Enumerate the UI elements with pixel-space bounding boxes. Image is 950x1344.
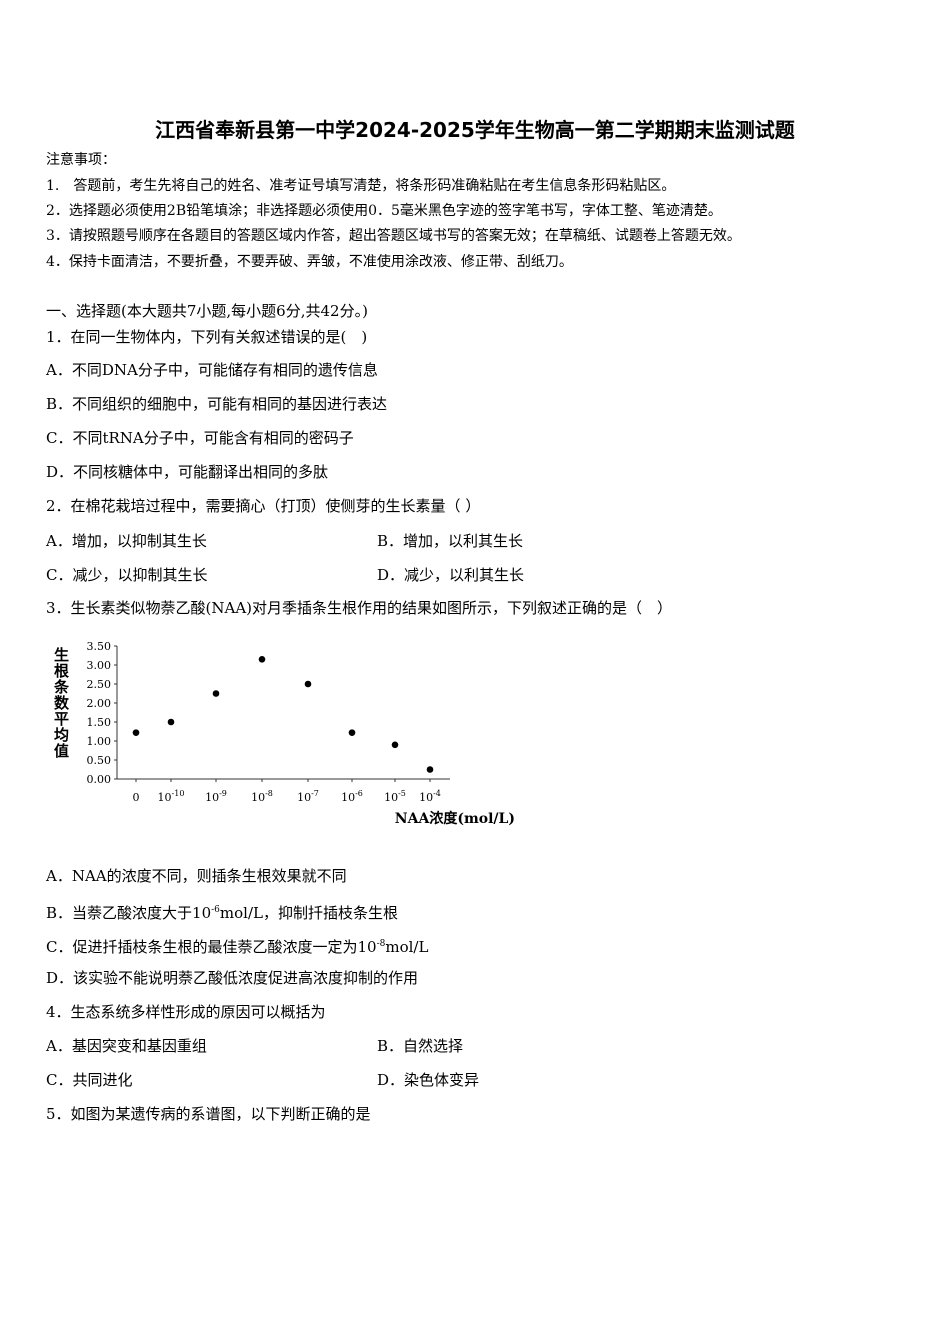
q2-option-d: D．减少，以利其生长 (377, 566, 525, 584)
q4-option-b: B．自然选择 (377, 1037, 464, 1055)
text: mol/L，抑制扦插枝条生根 (219, 904, 398, 922)
y-tick-label: 2.50 (87, 678, 112, 691)
q3-option-d: D．该实验不能说明萘乙酸低浓度促进高浓度抑制的作用 (46, 969, 419, 987)
data-point (304, 680, 312, 688)
question-5-stem: 5．如图为某遗传病的系谱图，以下判断正确的是 (46, 1105, 371, 1123)
q4-option-d: D．染色体变异 (377, 1071, 480, 1089)
data-point (391, 741, 399, 749)
q3-option-c: C．促进扦插枝条生根的最佳萘乙酸浓度一定为10-8mol/L (46, 934, 428, 957)
exponent: -6 (211, 905, 220, 915)
y-axis-label: 生根条数平均值 (53, 646, 70, 760)
y-tick-label: 0.00 (87, 773, 112, 786)
q4-option-a: A．基因突变和基因重组 (46, 1037, 207, 1055)
y-tick-label: 2.00 (87, 697, 112, 710)
x-tick-label: 10-10 (158, 789, 185, 804)
y-tick-label: 1.00 (87, 735, 112, 748)
q1-option-d: D．不同核糖体中，可能翻译出相同的多肽 (46, 463, 329, 481)
exponent: -8 (376, 939, 386, 949)
q1-option-b: B．不同组织的细胞中，可能有相同的基因进行表达 (46, 395, 388, 413)
data-point (212, 690, 220, 697)
q1-option-a: A．不同DNA分子中，可能储存有相同的遗传信息 (46, 361, 378, 379)
y-tick-label: 0.50 (87, 754, 112, 767)
note-item: 3．请按照题号顺序在各题目的答题区域内作答，超出答题区域书写的答案无效；在草稿纸… (46, 228, 741, 244)
q4-option-c: C．共同进化 (46, 1071, 133, 1089)
question-3-stem: 3．生长素类似物萘乙酸(NAA)对月季插条生根作用的结果如图所示，下列叙述正确的… (46, 599, 673, 617)
y-tick-label: 3.00 (87, 659, 112, 672)
text: C．促进扦插枝条生根的最佳萘乙酸浓度一定为10 (46, 938, 377, 956)
text: B．当萘乙酸浓度大于10 (46, 904, 212, 922)
x-tick-label: 10-5 (384, 789, 406, 804)
data-point (258, 656, 266, 663)
q2-option-c: C．减少，以抑制其生长 (46, 566, 208, 584)
data-point (167, 718, 175, 726)
question-2-stem: 2．在棉花栽培过程中，需要摘心（打顶）使侧芽的生长素量（ ） (46, 497, 481, 515)
data-point (348, 729, 356, 736)
text: mol/L (385, 938, 429, 956)
q3-option-b: B．当萘乙酸浓度大于10-6mol/L，抑制扦插枝条生根 (46, 900, 398, 923)
page-title: 江西省奉新县第一中学2024-2025学年生物高一第二学期期末监测试题 (155, 118, 795, 142)
q1-option-c: C．不同tRNA分子中，可能含有相同的密码子 (46, 429, 354, 447)
x-tick-label: 10-4 (419, 789, 441, 804)
note-item: 2．选择题必须使用2B铅笔填涂；非选择题必须使用0．5毫米黑色字迹的签字笔书写，… (46, 203, 722, 219)
note-item: 4．保持卡面清洁，不要折叠，不要弄破、弄皱，不准使用涂改液、修正带、刮纸刀。 (46, 254, 573, 270)
note-item: 1. 答题前，考生先将自己的姓名、准考证号填写清楚，将条形码准确粘贴在考生信息条… (46, 178, 676, 194)
question-1-stem: 1．在同一生物体内，下列有关叙述错误的是( ) (46, 328, 368, 346)
question-4-stem: 4．生态系统多样性形成的原因可以概括为 (46, 1003, 326, 1021)
y-tick-label: 1.50 (87, 716, 112, 729)
x-tick-label: 10-7 (297, 789, 319, 804)
y-tick-label: 3.50 (87, 640, 112, 653)
data-point (426, 766, 434, 773)
x-axis-label: NAA浓度(mol/L) (395, 810, 515, 827)
x-tick-label: 10-6 (341, 789, 363, 804)
x-tick-label: 0 (133, 791, 140, 804)
section-heading: 一、选择题(本大题共7小题,每小题6分,共42分。) (46, 302, 368, 320)
x-tick-label: 10-8 (251, 789, 273, 804)
data-point (132, 729, 140, 736)
q2-option-a: A．增加，以抑制其生长 (46, 532, 207, 550)
x-tick-label: 10-9 (205, 789, 227, 804)
q3-option-a: A．NAA的浓度不同，则插条生根效果就不同 (46, 867, 347, 885)
q2-option-b: B．增加，以利其生长 (377, 532, 524, 550)
notes-heading: 注意事项： (46, 152, 116, 168)
naa-rooting-chart: 0.00 0.50 1.00 1.50 2.00 2.50 3.00 3.50 0 10-10 10… (53, 640, 515, 827)
